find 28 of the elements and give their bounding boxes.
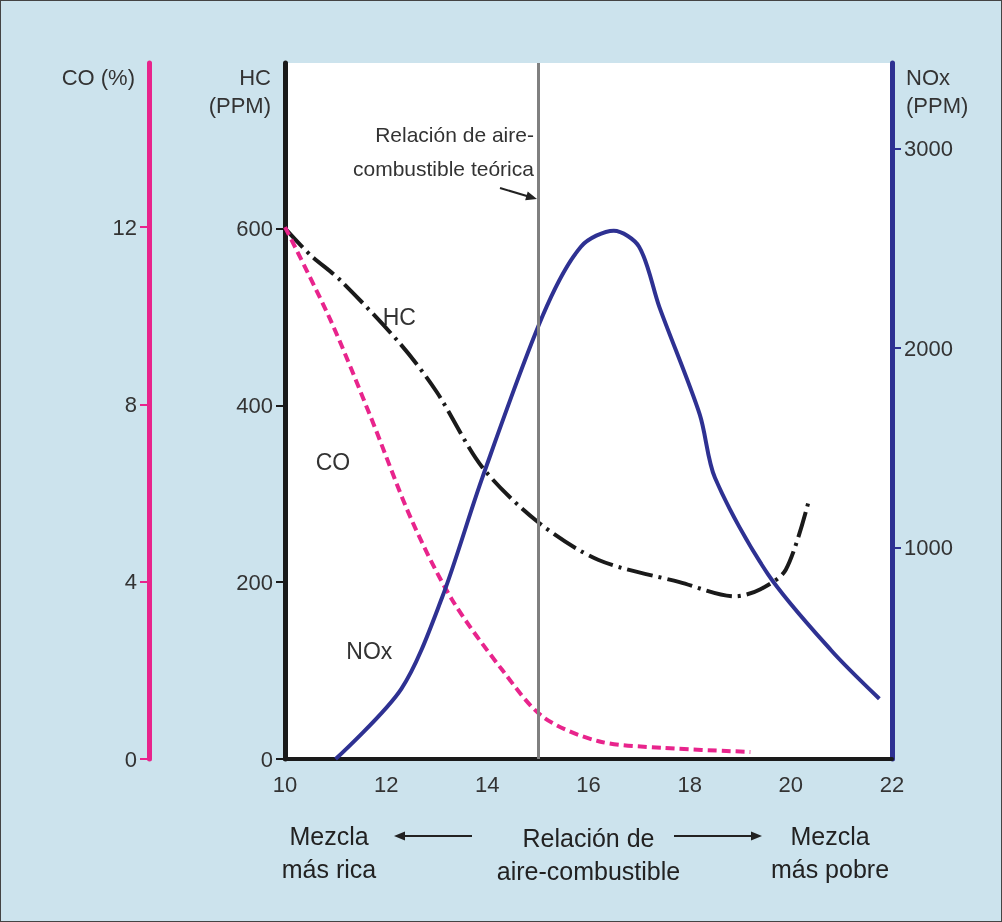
ref-line-label: Relación de aire- combustible teórica (352, 122, 535, 180)
x-tick-label: 10 (272, 771, 298, 797)
x-tick-label: 20 (778, 771, 804, 797)
y2-tick-label: 3000 (904, 136, 953, 162)
y3-tick-label: 8 (124, 391, 137, 417)
x-tick-label: 12 (373, 771, 399, 797)
x-tick-label: 22 (879, 771, 905, 797)
x-tick-label: 18 (677, 771, 702, 797)
text: Mezcla más pobre (770, 821, 890, 883)
y-tick-label: 200 (236, 569, 273, 595)
series-label: NOx (346, 637, 393, 664)
series-label: CO (315, 448, 351, 475)
y-tick-label: 600 (236, 215, 273, 241)
y-axis-title: HC (PPM) (208, 64, 272, 118)
series-label: HC (382, 304, 416, 331)
y-tick-label: 400 (236, 392, 273, 418)
x-axis-title: Relación de aire-combustible (496, 823, 681, 885)
x-tick-label: 14 (475, 771, 500, 797)
y3-tick-label: 12 (112, 214, 137, 240)
y2-axis-title: NOx (PPM) (906, 64, 969, 118)
y3-tick-label: 0 (124, 746, 137, 772)
text: Mezcla más rica (281, 821, 377, 883)
x-tick-label: 16 (576, 771, 601, 797)
y3-tick-label: 4 (124, 569, 137, 595)
y-tick-label: 0 (260, 746, 273, 772)
y2-tick-label: 2000 (904, 335, 953, 361)
y2-tick-label: 1000 (904, 535, 953, 561)
y3-axis-title: CO (%) (61, 64, 135, 90)
